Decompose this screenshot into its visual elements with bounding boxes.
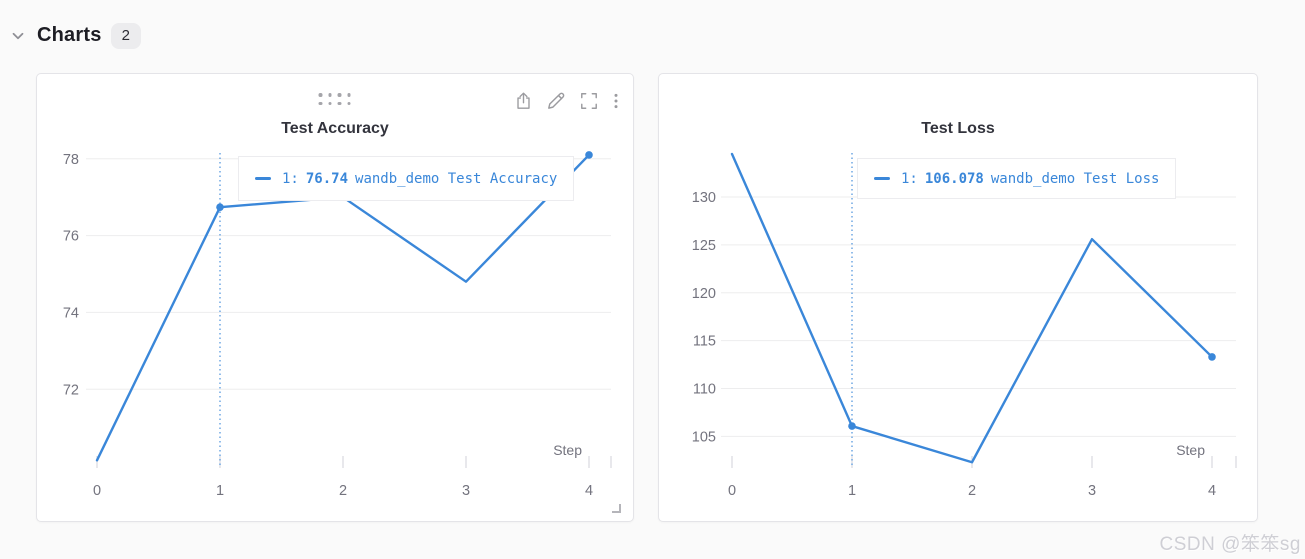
- tooltip-series-label: wandb_demo Test Accuracy: [355, 170, 558, 187]
- tooltip-value: 76.74: [305, 170, 349, 187]
- y-tick-label: 76: [63, 229, 79, 245]
- tooltip-run-id: 1:: [282, 170, 299, 187]
- panel-count-badge: 2: [110, 23, 141, 49]
- chart-tooltip: 1: 76.74 wandb_demo Test Accuracy: [238, 156, 575, 201]
- x-tick-label: 4: [585, 483, 593, 499]
- x-tick-label: 3: [462, 483, 470, 499]
- data-point-marker: [585, 151, 593, 159]
- x-axis-label: Step: [553, 442, 582, 458]
- panel-test-loss: Test Loss 105 110 115 120 125 130 0 1 2 3 4 Step 1:…: [658, 73, 1258, 522]
- data-point-marker: [848, 422, 856, 430]
- chart-title: Test Loss: [921, 120, 995, 137]
- chart-title: Test Accuracy: [281, 120, 389, 137]
- section-title: Charts: [37, 24, 102, 47]
- y-tick-label: 120: [692, 286, 716, 302]
- x-tick-label: 1: [848, 483, 856, 499]
- tooltip-series-label: wandb_demo Test Loss: [990, 170, 1160, 187]
- charts-section-header: Charts 2: [8, 23, 141, 49]
- panel-test-accuracy: Test Accuracy 72 74 76 78 0 1 2 3 4 Step 1: 76.74…: [36, 73, 634, 522]
- tooltip-value: 106.078: [924, 170, 984, 187]
- test-accuracy-chart[interactable]: 72 74 76 78 0 1 2 3 4 Step: [37, 74, 633, 521]
- y-tick-label: 105: [692, 429, 716, 445]
- y-tick-label: 110: [693, 382, 716, 398]
- series-line: [730, 152, 1214, 464]
- kebab-menu-icon[interactable]: [612, 91, 620, 111]
- y-tick-label: 74: [63, 305, 79, 321]
- chart-tooltip: 1: 106.078 wandb_demo Test Loss: [857, 158, 1177, 199]
- y-tick-label: 115: [693, 334, 716, 350]
- resize-handle-icon[interactable]: [612, 504, 621, 513]
- panel-action-toolbar: [514, 91, 620, 111]
- x-tick-label: 0: [728, 483, 736, 499]
- x-tick-label: 2: [968, 483, 976, 499]
- y-tick-label: 125: [692, 238, 716, 254]
- y-tick-label: 130: [692, 190, 716, 206]
- export-icon[interactable]: [514, 91, 533, 111]
- y-tick-label: 72: [63, 382, 79, 398]
- series-color-dash-icon: [255, 176, 271, 181]
- x-tick-label: 4: [1208, 483, 1216, 499]
- data-point-marker: [216, 203, 224, 211]
- x-tick-label: 3: [1088, 483, 1096, 499]
- drag-handle-icon[interactable]: [318, 93, 352, 105]
- edit-pencil-icon[interactable]: [546, 91, 566, 111]
- tooltip-run-id: 1:: [901, 170, 918, 187]
- chevron-down-icon[interactable]: [8, 26, 28, 46]
- watermark: CSDN @笨笨sg: [1159, 534, 1301, 555]
- x-axis-label: Step: [1176, 442, 1205, 458]
- test-loss-chart[interactable]: 105 110 115 120 125 130 0 1 2 3 4 Step: [659, 74, 1257, 521]
- fullscreen-icon[interactable]: [579, 91, 599, 111]
- data-point-marker: [1208, 353, 1216, 361]
- x-tick-label: 2: [339, 483, 347, 499]
- series-color-dash-icon: [874, 176, 890, 181]
- x-tick-label: 1: [216, 483, 224, 499]
- y-tick-label: 78: [63, 152, 79, 168]
- x-tick-label: 0: [93, 483, 101, 499]
